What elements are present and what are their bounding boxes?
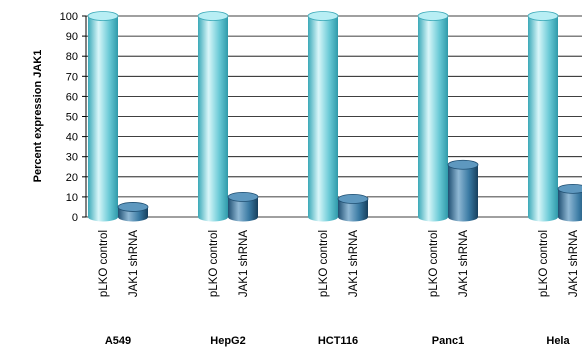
bar-base [418,212,448,222]
y-axis-title: Percent expression JAK1 [32,50,44,183]
bar-A549-pLKO-control [87,11,119,222]
y-tick-label: 40 [66,132,78,144]
y-tick-label: 60 [66,91,78,103]
bar-base [558,212,582,222]
bar-body [338,198,368,217]
bar-base [198,212,228,222]
bar-series-label: JAK1 shRNA [458,230,470,297]
bar-base [338,212,368,222]
bar-HepG2-pLKO-control [197,11,229,222]
y-tick-label: 90 [66,31,78,43]
bar-cap [227,191,259,202]
category-label: Panc1 [432,335,464,347]
bar-series-label: JAK1 shRNA [348,230,360,297]
bar-cap [197,11,229,21]
bar-Panc1-pLKO-control [417,11,449,222]
category-label: HepG2 [210,335,245,347]
bar-cap [417,11,449,21]
bar-body [198,16,228,217]
bar-body [528,16,558,217]
bar-series-label: pLKO control [98,230,110,297]
bar-A549-JAK1-shRNA [117,202,149,222]
bar-cap [557,183,582,194]
bar-body [118,206,148,217]
y-tick-label: 0 [72,212,78,224]
bar-body [418,16,448,217]
bar-base [308,212,338,222]
bar-body [448,164,478,217]
bar-base [88,212,118,222]
bar-series-label: pLKO control [538,230,550,297]
y-tick-label: 30 [66,152,78,164]
category-label: A549 [105,335,131,347]
y-axis: 0 10 20 30 40 50 60 70 80 90 100 [60,11,87,224]
bar-body [228,196,258,217]
x-labels: pLKO control JAK1 shRNA A549 pLKO control JA… [98,230,580,347]
bar-base [528,212,558,222]
bar-HCT116-JAK1-shRNA [337,194,369,222]
bar-series-label: pLKO control [318,230,330,297]
bar-HepG2-JAK1-shRNA [227,191,259,222]
bar-body [308,16,338,217]
bar-base [448,212,478,222]
bar-HCT116-pLKO-control [307,11,339,222]
bar-Panc1-JAK1-shRNA [447,159,479,222]
y-tick-label: 50 [66,112,78,124]
bar-body [88,16,118,217]
bar-series-label: pLKO control [428,230,440,297]
bar-Hela-JAK1-shRNA [557,183,582,222]
bar-series-label: pLKO control [208,230,220,297]
y-tick-label: 80 [66,51,78,63]
bar-base [118,212,148,222]
bar-series-label: JAK1 shRNA [568,230,580,297]
bar-cap [527,11,559,21]
bar-series-label: JAK1 shRNA [128,230,140,297]
bar-cap [307,11,339,21]
bar-series-label: JAK1 shRNA [238,230,250,297]
bar-cap [117,202,149,212]
y-tick-label: 100 [60,11,78,23]
y-tick-label: 20 [66,172,78,184]
bar-cap [337,194,369,204]
bar-base [228,212,258,222]
category-label: HCT116 [318,335,358,347]
y-tick-label: 10 [66,192,78,204]
y-tick-label: 70 [66,71,78,83]
category-label: Hela [546,335,570,347]
bar-Hela-pLKO-control [527,11,559,222]
bars [87,11,582,222]
bar-cap [447,159,479,170]
bar-cap [87,11,119,21]
